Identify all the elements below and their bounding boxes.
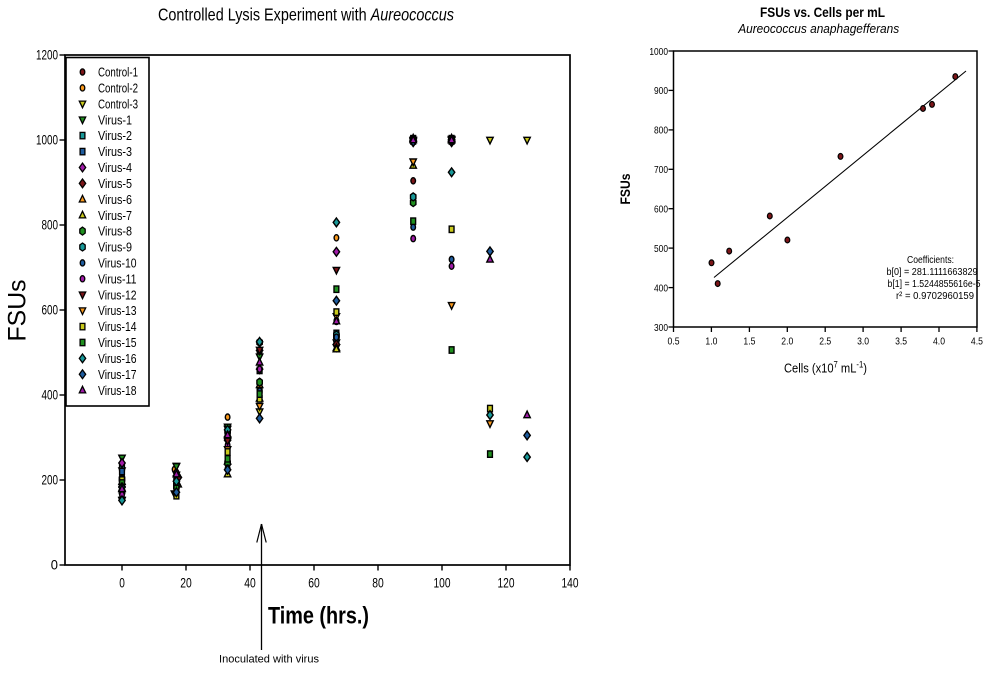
svg-text:1.5: 1.5 [743,336,755,348]
svg-text:20: 20 [180,575,192,591]
svg-text:FSUs vs. Cells per mL: FSUs vs. Cells per mL [760,5,885,20]
svg-text:0: 0 [51,557,58,573]
svg-text:700: 700 [654,165,668,176]
svg-text:Virus-11: Virus-11 [98,271,137,286]
svg-text:Aureococcus anaphagefferans: Aureococcus anaphagefferans [737,21,899,36]
svg-text:200: 200 [42,472,59,488]
svg-text:Virus-12: Virus-12 [98,287,137,302]
svg-text:Virus-13: Virus-13 [98,303,137,318]
svg-text:b[0] = 281.1111663829: b[0] = 281.1111663829 [887,267,978,278]
svg-text:Virus-17: Virus-17 [98,367,137,382]
svg-text:1.0: 1.0 [705,336,717,348]
svg-text:800: 800 [654,126,668,137]
svg-text:Virus-18: Virus-18 [98,383,137,398]
svg-text:300: 300 [654,323,668,334]
svg-text:Virus-3: Virus-3 [98,144,132,159]
svg-text:600: 600 [654,205,668,216]
svg-text:Time (hrs.): Time (hrs.) [268,603,369,630]
svg-text:140: 140 [562,575,579,591]
svg-text:3.0: 3.0 [857,336,869,348]
svg-text:400: 400 [42,387,59,403]
svg-text:3.5: 3.5 [895,336,907,348]
svg-text:1000: 1000 [649,47,668,58]
svg-text:Control-2: Control-2 [98,81,138,96]
svg-text:r² = 0.9702960159: r² = 0.9702960159 [896,291,974,302]
svg-text:Virus-16: Virus-16 [98,351,137,366]
svg-text:Inoculated with virus: Inoculated with virus [219,654,320,666]
svg-text:100: 100 [434,575,451,591]
svg-text:900: 900 [654,86,668,97]
svg-text:1200: 1200 [36,47,58,63]
svg-text:Virus-5: Virus-5 [98,176,132,191]
svg-text:2.0: 2.0 [781,336,793,348]
svg-text:4.0: 4.0 [933,336,945,348]
svg-text:Control-3: Control-3 [98,96,138,111]
svg-text:120: 120 [498,575,515,591]
svg-text:0.5: 0.5 [668,336,680,348]
svg-text:Virus-2: Virus-2 [98,128,132,143]
svg-text:Virus-14: Virus-14 [98,319,137,334]
svg-text:Cells (x107 mL-1): Cells (x107 mL-1) [784,360,867,376]
svg-text:40: 40 [244,575,256,591]
svg-text:Virus-10: Virus-10 [98,256,137,271]
svg-text:Virus-9: Virus-9 [98,240,132,255]
svg-text:500: 500 [654,244,668,255]
svg-text:Virus-6: Virus-6 [98,192,132,207]
svg-text:4.5: 4.5 [971,336,983,348]
svg-text:Coefficients:: Coefficients: [907,255,954,266]
svg-text:b[1] = 1.5244855616e-5: b[1] = 1.5244855616e-5 [888,279,981,290]
svg-text:Controlled Lysis Experiment wi: Controlled Lysis Experiment with Aureoco… [158,5,454,25]
svg-text:800: 800 [42,217,59,233]
svg-text:80: 80 [372,575,384,591]
svg-text:0: 0 [119,575,125,591]
svg-text:1000: 1000 [36,132,58,148]
svg-text:60: 60 [308,575,320,591]
svg-text:2.5: 2.5 [819,336,831,348]
svg-text:Virus-15: Virus-15 [98,335,137,350]
svg-text:Virus-7: Virus-7 [98,208,132,223]
svg-text:Virus-4: Virus-4 [98,160,132,175]
svg-text:FSUs: FSUs [4,280,32,342]
svg-text:400: 400 [654,283,668,294]
svg-text:Control-1: Control-1 [98,65,138,80]
svg-text:Virus-1: Virus-1 [98,112,132,127]
svg-text:FSUs: FSUs [617,173,633,204]
svg-text:600: 600 [42,302,59,318]
svg-text:Virus-8: Virus-8 [98,224,132,239]
